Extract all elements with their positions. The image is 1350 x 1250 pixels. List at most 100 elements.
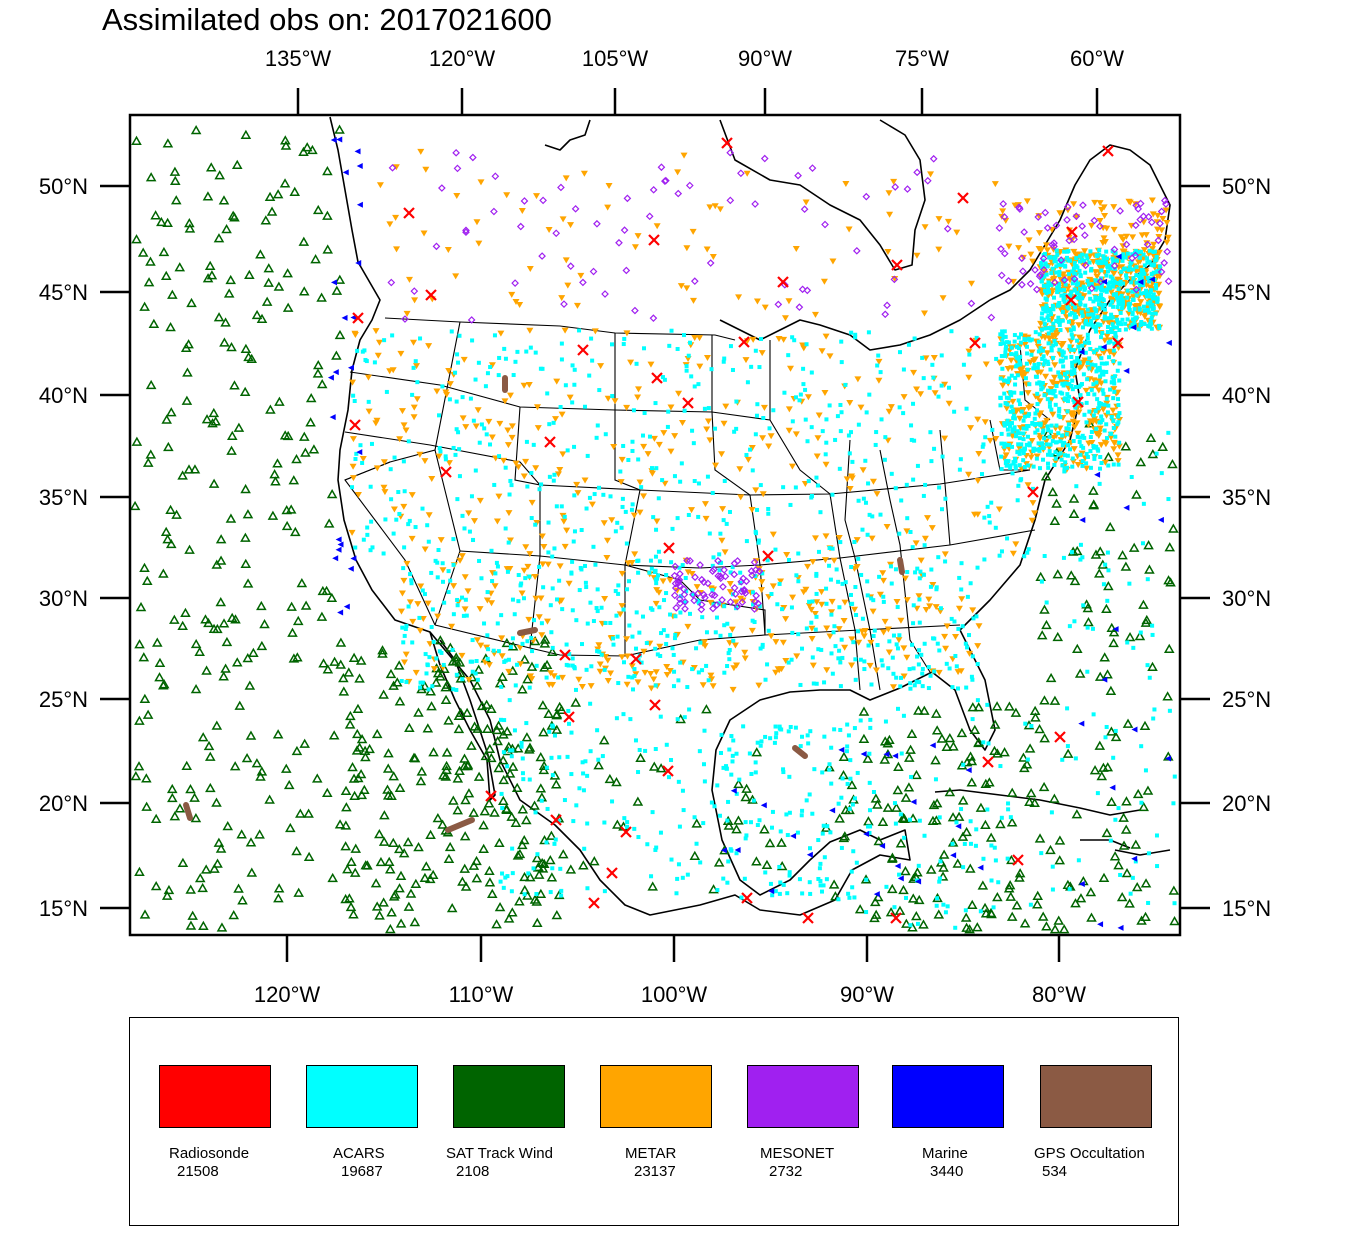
acars-marker xyxy=(1008,409,1013,414)
acars-marker xyxy=(1115,368,1120,373)
acars-marker xyxy=(838,684,843,689)
acars-marker xyxy=(970,654,975,659)
sat-track-wind-marker xyxy=(961,826,972,837)
sat-track-wind-marker xyxy=(539,638,551,648)
acars-marker xyxy=(930,362,935,367)
acars-marker xyxy=(1046,326,1051,331)
sat-track-wind-marker xyxy=(239,386,251,396)
sat-track-wind-marker xyxy=(445,642,456,652)
sat-track-wind-marker xyxy=(941,741,953,751)
acars-marker xyxy=(1035,381,1040,386)
acars-marker xyxy=(1085,332,1090,337)
acars-marker xyxy=(1093,309,1098,314)
mesonet-marker xyxy=(709,604,717,613)
sat-track-wind-marker xyxy=(985,832,997,842)
acars-marker xyxy=(717,552,722,557)
sat-track-wind-marker xyxy=(966,899,978,910)
metar-marker xyxy=(785,406,793,413)
acars-marker xyxy=(455,597,460,602)
acars-marker xyxy=(370,545,375,550)
sat-track-wind-marker xyxy=(907,922,918,932)
acars-marker xyxy=(824,601,829,606)
acars-marker xyxy=(1078,296,1083,301)
acars-marker xyxy=(718,750,723,755)
acars-marker xyxy=(1071,276,1076,281)
acars-marker xyxy=(1111,280,1116,285)
mesonet-marker xyxy=(1070,235,1078,244)
acars-marker xyxy=(657,559,662,564)
acars-marker xyxy=(759,739,764,744)
sat-track-wind-marker xyxy=(931,798,943,808)
acars-marker xyxy=(588,749,593,754)
acars-marker xyxy=(1126,267,1131,272)
acars-marker xyxy=(830,492,835,497)
metar-marker xyxy=(349,475,357,482)
metar-marker xyxy=(1028,517,1036,524)
acars-marker xyxy=(409,578,414,583)
mesonet-marker xyxy=(511,279,519,287)
marine-marker xyxy=(337,609,344,616)
metar-marker xyxy=(671,433,679,440)
acars-marker xyxy=(661,628,666,633)
metar-marker xyxy=(1023,198,1031,205)
sat-track-wind-marker xyxy=(440,694,452,704)
mesonet-marker xyxy=(750,605,759,613)
acars-marker xyxy=(531,866,536,871)
acars-marker xyxy=(513,683,518,688)
sat-track-wind-marker xyxy=(197,732,209,742)
acars-marker xyxy=(1060,310,1065,315)
metar-marker xyxy=(696,363,704,370)
acars-marker xyxy=(1084,253,1089,258)
acars-marker xyxy=(1026,547,1031,552)
sat-track-wind-marker xyxy=(1157,441,1169,451)
acars-marker xyxy=(963,641,968,646)
legend-item-marine: Marine 3440 xyxy=(892,1065,1004,1180)
acars-marker xyxy=(1049,348,1054,353)
mesonet-marker xyxy=(452,148,460,157)
acars-marker xyxy=(453,370,458,375)
metar-marker xyxy=(365,408,373,415)
acars-marker xyxy=(1066,319,1071,324)
acars-marker xyxy=(1037,466,1042,471)
sat-track-wind-marker xyxy=(450,652,462,662)
metar-marker xyxy=(581,477,589,484)
sat-track-wind-marker xyxy=(374,829,385,839)
acars-marker xyxy=(649,874,654,879)
metar-marker xyxy=(1162,207,1170,214)
sat-track-wind-marker xyxy=(1019,762,1030,773)
sat-track-wind-marker xyxy=(521,732,533,742)
metar-marker xyxy=(858,628,866,635)
acars-marker xyxy=(572,529,577,534)
acars-marker xyxy=(676,779,681,784)
acars-marker xyxy=(1114,258,1119,263)
acars-marker xyxy=(934,903,939,908)
sat-track-wind-marker xyxy=(145,449,157,459)
metar-marker xyxy=(926,603,934,610)
sat-track-wind-marker xyxy=(137,247,149,257)
acars-marker xyxy=(869,682,874,687)
acars-marker xyxy=(1130,317,1135,322)
mesonet-marker xyxy=(718,596,726,604)
sat-track-wind-marker xyxy=(139,909,151,919)
acars-marker xyxy=(1109,329,1114,334)
acars-marker xyxy=(1125,295,1130,300)
metar-marker xyxy=(1099,406,1107,413)
sat-track-wind-marker xyxy=(733,778,744,789)
sat-track-wind-marker xyxy=(1131,489,1142,499)
metar-marker xyxy=(748,445,756,452)
metar-marker xyxy=(458,553,466,560)
acars-marker xyxy=(1143,768,1148,773)
marine-marker xyxy=(720,847,727,854)
mesonet-marker xyxy=(883,301,891,310)
sat-track-wind-marker xyxy=(194,646,205,656)
acars-marker xyxy=(655,576,660,581)
mesonet-marker xyxy=(701,593,709,602)
metar-marker xyxy=(718,451,726,458)
acars-marker xyxy=(1064,376,1069,381)
metar-marker xyxy=(1122,233,1130,240)
sat-track-wind-marker xyxy=(992,891,1003,902)
acars-marker xyxy=(1060,757,1065,762)
sat-track-wind-marker xyxy=(388,771,399,781)
acars-marker xyxy=(1098,322,1103,327)
acars-marker xyxy=(916,863,921,868)
